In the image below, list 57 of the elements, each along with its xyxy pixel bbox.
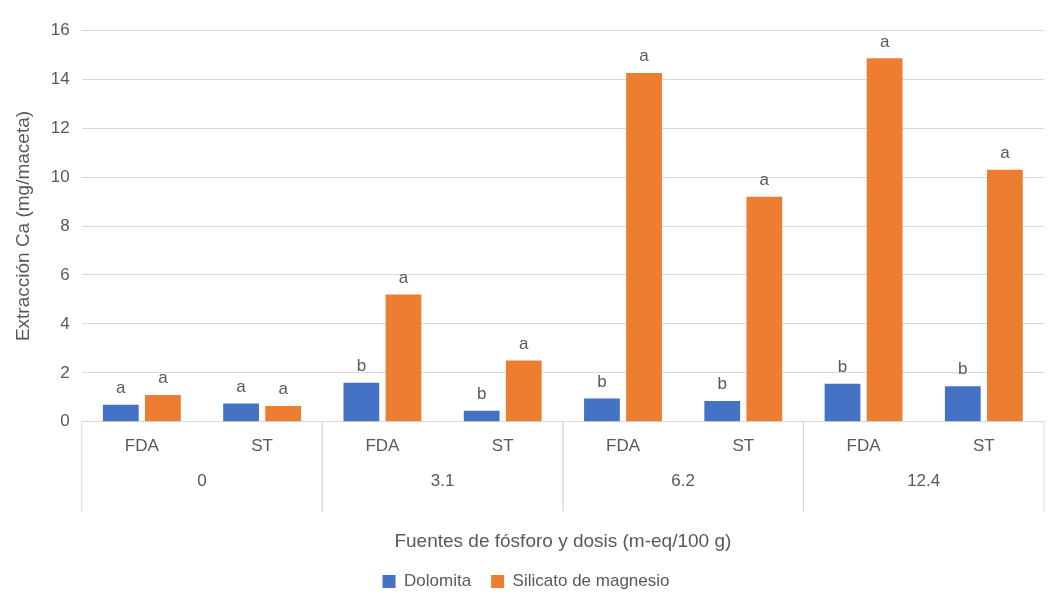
bar (746, 196, 783, 422)
data-label: a (639, 46, 650, 66)
text: 3.1 (430, 471, 455, 491)
bar (987, 169, 1023, 422)
y-axis-title: Extracción Ca (mg/maceta) (11, 110, 33, 342)
data-label: b (958, 359, 968, 379)
bar (343, 382, 380, 422)
data-label: a (1000, 142, 1011, 162)
data-label: b (597, 371, 607, 391)
data-label: b (356, 355, 367, 375)
bar (385, 294, 422, 422)
data-label: a (879, 31, 890, 51)
bar (102, 404, 139, 422)
bar (265, 405, 302, 422)
legend-label: Dolomita (404, 571, 472, 591)
data-label: b (717, 374, 727, 394)
y-tick-label: 10 (50, 166, 70, 186)
x-tick-label: ST (491, 435, 514, 455)
data-label: a (158, 368, 169, 388)
x-tick-label: ST (732, 435, 755, 455)
y-tick-label: 16 (50, 19, 70, 39)
bar (704, 401, 741, 422)
x-tick-label: FDA (846, 435, 882, 455)
data-label: a (519, 333, 530, 353)
y-tick-label: 0 (60, 411, 70, 431)
y-tick-label: 4 (60, 313, 70, 333)
x-tick-label: ST (972, 435, 995, 455)
text: 0 (197, 471, 207, 491)
data-label: b (837, 357, 848, 377)
legend-label: Silicato de magnesio (512, 571, 670, 591)
bar (505, 360, 542, 422)
data-label: a (759, 169, 770, 189)
bar (866, 58, 903, 422)
y-tick-label: 6 (60, 264, 70, 284)
bar (824, 383, 861, 422)
x-tick-label: FDA (365, 435, 401, 455)
bar (584, 398, 620, 422)
x-tick-label: FDA (124, 435, 160, 455)
data-label: a (278, 379, 289, 399)
y-tick-label: 12 (50, 117, 70, 137)
data-label: a (116, 377, 127, 397)
bar (626, 73, 662, 422)
bar (223, 403, 259, 422)
bar (463, 410, 500, 422)
x-tick-label: ST (251, 435, 274, 455)
bar (145, 394, 181, 422)
x-axis-title: Fuentes de fósforo y dosis (m-eq/100 g) (394, 529, 732, 551)
data-label: b (476, 383, 487, 403)
y-tick-label: 14 (50, 68, 70, 88)
y-tick-label: 2 (60, 362, 70, 382)
text: 6.2 (671, 471, 695, 491)
data-label: a (398, 267, 409, 287)
text: 12.4 (907, 471, 941, 491)
data-label: a (236, 376, 247, 396)
bar (944, 386, 981, 422)
y-tick-label: 8 (60, 215, 70, 235)
x-tick-label: FDA (606, 435, 641, 455)
